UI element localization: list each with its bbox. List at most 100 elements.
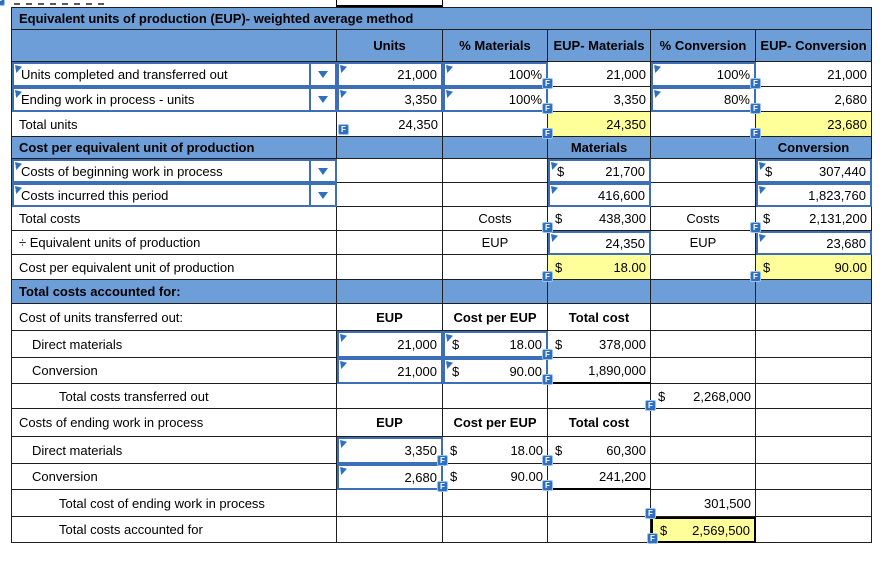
dropdown-button[interactable]	[309, 89, 335, 110]
cell-value: 90.00	[509, 363, 542, 379]
formula-badge-icon: F	[542, 271, 553, 282]
row-label: Costs incurred this period	[21, 187, 169, 203]
input-eup[interactable]: 2,680	[337, 464, 443, 490]
formula-badge-icon: F	[645, 508, 656, 519]
input-eup-materials[interactable]: 24,350	[548, 231, 651, 255]
dollar-sign: $	[450, 469, 458, 484]
formula-badge-icon: F	[750, 271, 761, 282]
col-header-pct-conversion: % Conversion	[651, 30, 756, 62]
row-label: Direct materials	[12, 437, 337, 464]
cell-value: 2,680	[404, 469, 437, 485]
input-pct-conversion[interactable]: 80%	[651, 87, 756, 112]
calc-cost-per-eup: F $90.00	[437, 464, 548, 492]
row-equivalent-units: ÷ Equivalent units of production EUP 24,…	[12, 231, 872, 255]
cost-per-eup-label: Cost per equivalent unit of production	[12, 255, 337, 280]
empty-cell	[548, 280, 651, 304]
row-total-transferred-out: Total costs transferred out F $2,268,000	[12, 384, 872, 411]
calc-total-cost: F 1,890,000	[542, 358, 651, 385]
row-label: Costs of beginning work in process	[21, 163, 223, 179]
input-pct-materials[interactable]: 100%	[443, 62, 548, 87]
row-total-units: Total units F 24,350 F 24,350 F 23,680	[12, 112, 872, 139]
total-units-label: Total units	[12, 112, 337, 137]
empty-cell	[337, 231, 443, 255]
cell-value: 23,680	[827, 116, 867, 132]
dollar-sign: $	[660, 522, 668, 538]
row-total-ending-wip: Total cost of ending work in process F 30…	[12, 490, 872, 519]
calc-total-cost: F $378,000	[542, 331, 651, 360]
eup-subheader: EUP	[337, 409, 443, 437]
eup-subheader: EUP	[337, 304, 443, 331]
calc-total-materials-cost: F $438,300	[542, 207, 651, 233]
row-label: Ending work in process - units	[21, 92, 195, 107]
calc-eup-conversion: F 2,680	[750, 87, 872, 114]
input-eup-conversion[interactable]: 23,680	[756, 231, 872, 255]
dropdown-costs-incurred[interactable]: Costs incurred this period	[12, 183, 337, 207]
total-cost-subheader: Total cost	[548, 304, 651, 331]
cell-value: 100%	[716, 67, 750, 82]
cell-value: 378,000	[599, 336, 646, 352]
row-units-completed: Units completed and transferred out 21,0…	[12, 62, 872, 89]
input-eup[interactable]: 21,000	[337, 358, 443, 384]
formula-badge-icon: F	[647, 533, 658, 544]
input-cost-per-eup[interactable]: $90.00	[443, 358, 548, 384]
input-materials-cost[interactable]: 416,600	[548, 183, 651, 207]
cell-value: 1,823,760	[808, 187, 866, 203]
col-header-pct-materials: % Materials	[443, 30, 548, 62]
input-eup[interactable]: 3,350	[337, 437, 443, 464]
cell-value: 100%	[508, 92, 542, 107]
row-ending-conversion: Conversion 2,680 F $90.00 F 241,200	[12, 464, 872, 492]
cell-value: 24,350	[606, 116, 646, 132]
conversion-header: Conversion	[756, 137, 872, 159]
empty-cell	[548, 384, 651, 409]
input-conversion-cost[interactable]: $307,440	[756, 159, 872, 183]
dropdown-button[interactable]	[309, 185, 335, 205]
calc-cost-per-eup: F $18.00	[437, 437, 548, 466]
calc-eup-conversion: F 21,000	[750, 62, 872, 89]
cell-value: 24,350	[398, 116, 438, 132]
formula-badge-icon: F	[542, 128, 553, 139]
dropdown-button[interactable]	[309, 161, 335, 181]
formula-badge-icon: F	[750, 128, 761, 139]
empty-cell	[548, 517, 651, 543]
eup-tag: EUP	[443, 231, 548, 255]
empty-cell	[651, 159, 756, 183]
input-conversion-cost[interactable]: 1,823,760	[756, 183, 872, 207]
dropdown-ending-wip[interactable]: Ending work in process - units	[12, 87, 337, 112]
calc-total-transferred: F $2,268,000	[645, 384, 756, 411]
dropdown-units-completed[interactable]: Units completed and transferred out	[12, 62, 337, 87]
cutoff-row-above: F	[0, 0, 894, 7]
dollar-sign: $	[450, 442, 458, 458]
dropdown-beginning-wip-costs[interactable]: Costs of beginning work in process	[12, 159, 337, 183]
input-units[interactable]: 21,000	[337, 62, 443, 87]
input-cost-per-eup[interactable]: $18.00	[443, 331, 548, 358]
empty-cell	[337, 183, 443, 207]
grand-total-label: Total costs accounted for	[12, 517, 337, 543]
col-header-eup-conversion: EUP- Conversion	[756, 30, 872, 62]
calc-total-ending: F 301,500	[645, 490, 756, 519]
input-eup[interactable]: 21,000	[337, 331, 443, 358]
dollar-sign: $	[452, 363, 460, 379]
worksheet-title: Equivalent units of production (EUP)- we…	[12, 8, 872, 30]
row-transferred-direct-materials: Direct materials 21,000 $18.00 F $378,000	[12, 331, 872, 360]
input-units[interactable]: 3,350	[337, 87, 443, 112]
empty-cell	[443, 183, 548, 207]
empty-cell	[443, 384, 548, 409]
formula-badge-icon: F	[542, 78, 553, 89]
empty-cell	[337, 137, 443, 159]
row-beginning-wip-costs: Costs of beginning work in process $21,7…	[12, 159, 872, 183]
input-materials-cost[interactable]: $21,700	[548, 159, 651, 183]
total-ending-label: Total cost of ending work in process	[12, 490, 337, 517]
row-grand-total: Total costs accounted for F $2,569,500	[12, 517, 872, 544]
formula-badge-icon: F	[750, 222, 761, 233]
dollar-sign: $	[555, 336, 563, 352]
row-total-costs: Total costs Costs F $438,300 Costs F $2,13…	[12, 207, 872, 233]
row-costs-incurred: Costs incurred this period 416,600 1,823…	[12, 183, 872, 207]
dropdown-button[interactable]	[309, 64, 335, 85]
empty-cell	[756, 384, 872, 409]
empty-cell	[651, 464, 756, 490]
row-label: Units completed and transferred out	[21, 67, 228, 82]
calc-total-eup-conversion: F 23,680	[750, 112, 872, 139]
cell-value: 90.00	[510, 469, 543, 484]
input-pct-materials[interactable]: 100%	[443, 87, 548, 112]
input-pct-conversion[interactable]: 100%	[651, 62, 756, 87]
